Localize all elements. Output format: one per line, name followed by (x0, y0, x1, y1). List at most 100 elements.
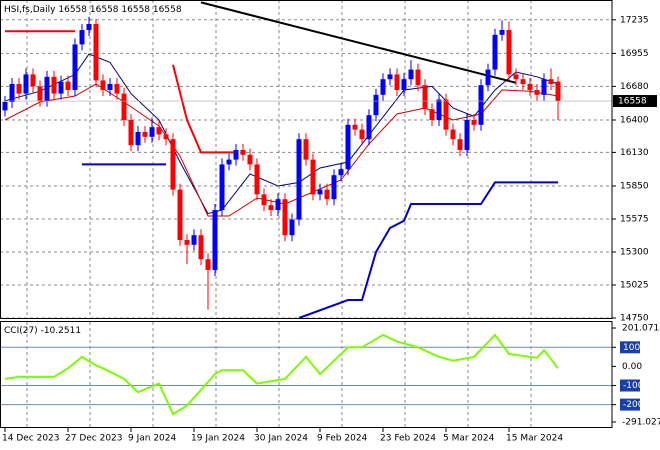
y-tick-label: 16680 (620, 82, 649, 92)
last-price-box (613, 95, 657, 108)
candle-body (310, 159, 316, 195)
candle-body (86, 24, 92, 30)
y-tick-label: 0.00 (622, 362, 642, 372)
candle-body (58, 81, 64, 94)
candle-body (121, 93, 127, 120)
cci-pane (0, 322, 612, 428)
candle-body (9, 84, 15, 102)
candle-body (394, 74, 400, 90)
line (172, 64, 236, 154)
x-tick-label: 14 Dec 2023 (2, 434, 60, 444)
candle-body (520, 79, 526, 84)
candle-body (2, 102, 8, 111)
quote: 16558 (121, 5, 150, 15)
candle-body (177, 189, 183, 240)
candle-body (79, 30, 85, 45)
candle-body (23, 74, 29, 94)
y-tick-label: 15850 (620, 182, 649, 192)
candle-body (51, 76, 57, 94)
candle-body (30, 74, 36, 87)
candle-body (555, 81, 561, 102)
y-tick-label: 15025 (620, 281, 649, 291)
y-tick-label: 16955 (620, 49, 649, 59)
candle-body (261, 194, 267, 206)
candle-body (16, 84, 22, 94)
candle-body (135, 132, 141, 146)
x-tick-label: 9 Feb 2024 (317, 434, 368, 444)
y-tick-label: -200 (623, 400, 644, 410)
x-tick-label: 5 Mar 2024 (443, 434, 495, 444)
quote: 16558 (58, 5, 87, 15)
candle-body (373, 94, 379, 116)
candle-body (457, 139, 463, 150)
candle-body (296, 139, 302, 220)
y-tick-label: 17235 (620, 15, 649, 25)
candle-body (401, 79, 407, 90)
candle-body (324, 189, 330, 200)
y-tick-label: -100 (623, 381, 644, 391)
price-header: HSI,fs,Daily 16558 16558 16558 16558 (4, 5, 182, 15)
candle-body (338, 169, 344, 176)
y-tick-label: 16400 (620, 116, 649, 126)
candle-body (492, 34, 498, 70)
y-tick-label: 16130 (620, 148, 649, 158)
quote: 16558 (153, 5, 182, 15)
x-tick-label: 19 Jan 2024 (191, 434, 245, 444)
cci-frame (0, 321, 613, 428)
price-pane (0, 0, 612, 318)
axes: 17235 16955 16680 16400 16130 15850 15575 15300… (2, 15, 660, 443)
candle-body (212, 210, 218, 270)
candle-body (219, 164, 225, 210)
level-box (620, 398, 640, 411)
candle-body (44, 76, 50, 101)
candle-body (429, 109, 435, 120)
price-frame (0, 0, 613, 319)
line (4, 53, 559, 215)
candle-body (156, 127, 162, 135)
last-price-label: 16558 (618, 97, 647, 107)
candle-body (128, 120, 134, 146)
candle-body (275, 199, 281, 210)
candle-body (471, 120, 477, 125)
candle-body (163, 134, 169, 140)
candle-body (254, 164, 260, 195)
candle-body (268, 205, 274, 210)
y-tick-label: -291.0274 (622, 418, 660, 428)
candle-body (345, 124, 351, 170)
candle-body (240, 150, 246, 155)
y-tick-label: 201.0718 (622, 324, 660, 334)
candle-body (65, 81, 71, 90)
candle-body (114, 84, 120, 94)
candle-body (366, 115, 372, 140)
candle-body (282, 199, 288, 236)
y-tick-label: 15300 (620, 248, 649, 258)
level-box (620, 379, 640, 392)
candle-body (506, 30, 512, 75)
candle-body (478, 85, 484, 125)
candle-body (233, 150, 239, 160)
candle-body (352, 124, 358, 130)
quote: 16558 (90, 5, 119, 15)
line (4, 333, 559, 416)
candle-body (205, 259, 211, 270)
candle-body (100, 80, 106, 90)
x-tick-label: 9 Jan 2024 (128, 434, 176, 444)
x-tick-label: 23 Feb 2024 (380, 434, 436, 444)
candle-body (226, 159, 232, 165)
cci-header: CCI(27) -10.2511 (4, 326, 81, 336)
x-tick-label: 27 Dec 2023 (65, 434, 123, 444)
candle-body (72, 44, 78, 90)
candle-body (499, 30, 505, 35)
candle-body (93, 24, 99, 81)
candle-body (317, 189, 323, 195)
x-tick-label: 30 Jan 2024 (254, 434, 308, 444)
candle-body (191, 235, 197, 245)
candle-body (485, 69, 491, 86)
y-tick-label: 15575 (620, 215, 649, 225)
x-tick-label: 15 Mar 2024 (506, 434, 563, 444)
candle-body (527, 84, 533, 90)
candle-body (541, 79, 547, 95)
candle-body (464, 120, 470, 150)
